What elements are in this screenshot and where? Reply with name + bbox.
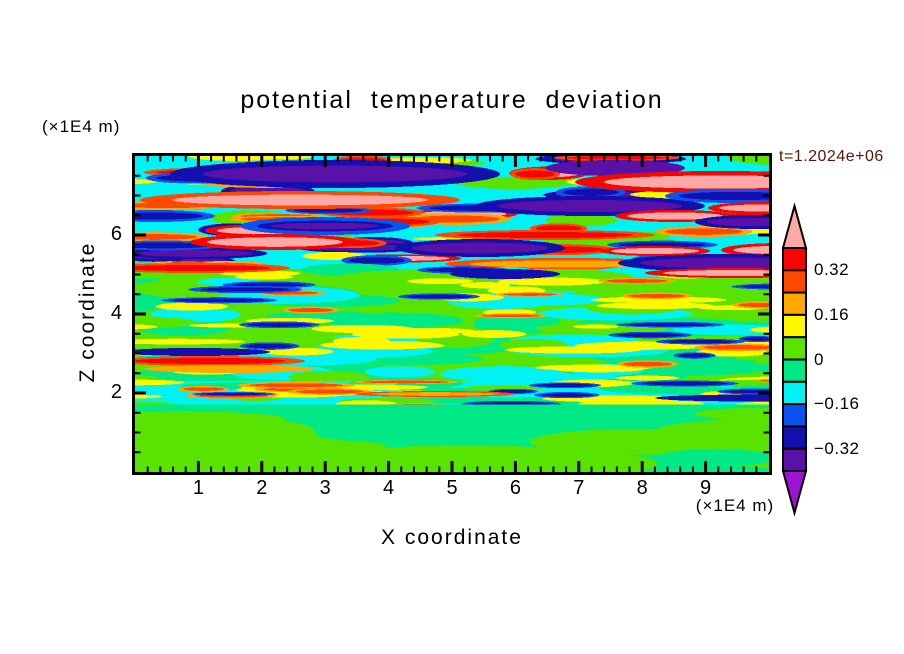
z-tick-label: 2 [110, 381, 122, 403]
x-tick-label: 6 [509, 477, 521, 499]
x-tick-label: 1 [192, 477, 204, 499]
field-svg [135, 156, 769, 472]
colorbar-label: 0.32 [814, 260, 850, 280]
colorbar: 0.32 0.16 0 −0.16 −0.32 [770, 198, 904, 528]
x-tick-label: 4 [383, 477, 395, 499]
x-tick-label: 7 [573, 477, 585, 499]
chart-title: potential temperature deviation [240, 86, 664, 114]
x-axis-title: X coordinate [381, 526, 523, 549]
x-tick-label: 2 [256, 477, 268, 499]
z-tick-label: 6 [110, 223, 122, 245]
colorbar-label: 0.16 [814, 304, 850, 324]
colorbar-label: 0 [814, 349, 824, 369]
z-tick-label: 4 [110, 302, 122, 324]
time-label: t=1.2024e+06 [779, 148, 884, 165]
x-tick-label: 8 [636, 477, 648, 499]
z-axis-unit-label: (×1E4 m) [42, 117, 121, 136]
x-tick-label: 3 [319, 477, 331, 499]
x-tick-label: 5 [446, 477, 458, 499]
colorbar-label: −0.16 [814, 394, 860, 414]
plot-area [132, 153, 772, 475]
x-axis-unit-label: (×1E4 m) [695, 496, 775, 515]
colorbar-label: −0.32 [814, 438, 860, 458]
colorbar-svg [781, 202, 808, 517]
x-tick-label: 9 [700, 477, 712, 499]
